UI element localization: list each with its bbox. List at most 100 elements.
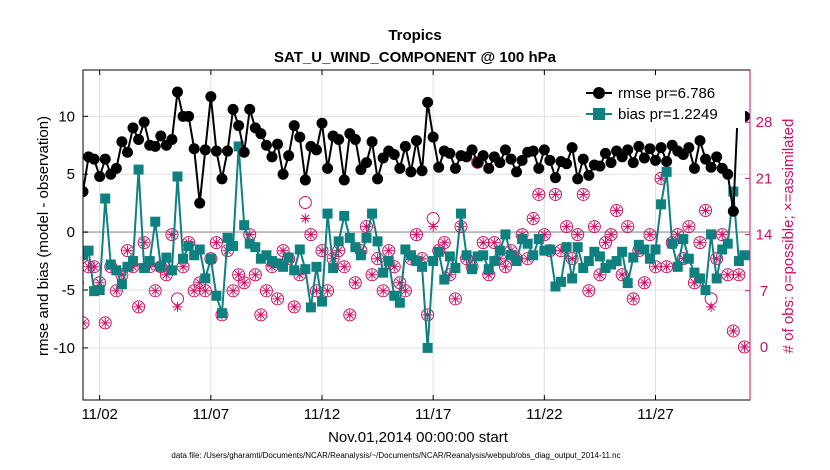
bias-point <box>505 250 516 261</box>
obs-assimilated-marker <box>133 301 144 312</box>
obs-assimilated-stroke <box>83 319 87 324</box>
obs-assimilated-stroke <box>696 238 704 247</box>
bias-point <box>428 256 439 267</box>
obs-assimilated-marker <box>428 221 439 232</box>
x-tick-label: 11/02 <box>81 406 117 423</box>
rmse-point <box>116 136 128 148</box>
obs-assimilated-stroke <box>662 262 671 271</box>
obs-possible-marker <box>304 228 318 242</box>
obs-possible-marker <box>721 268 735 282</box>
rmse-point <box>416 165 428 177</box>
bias-point <box>711 273 722 284</box>
obs-assimilated-marker <box>305 229 316 240</box>
obs-assimilated-marker <box>322 285 333 296</box>
obs-possible-marker <box>576 187 590 201</box>
bias-point <box>461 250 472 261</box>
rmse-point <box>505 153 517 165</box>
bias-point <box>266 256 277 267</box>
bias-point <box>133 164 144 175</box>
y2-tick-label: 21 <box>756 170 773 187</box>
obs-assimilated-stroke <box>429 222 438 231</box>
bias-point <box>617 246 628 257</box>
bias-point <box>239 220 250 231</box>
obs-possible-marker <box>148 284 162 298</box>
obs-assimilated-stroke <box>529 214 538 223</box>
bias-point <box>444 251 455 262</box>
obs-assimilated-stroke <box>685 222 693 231</box>
obs-possible-marker <box>421 308 435 322</box>
rmse-point <box>399 140 411 152</box>
rmse-point <box>405 166 417 178</box>
obs-possible-marker <box>732 268 746 282</box>
obs-assimilated-marker <box>683 221 694 232</box>
rmse-point <box>594 160 606 172</box>
bias-point <box>155 261 166 272</box>
rmse-point <box>483 162 495 174</box>
obs-assimilated-stroke <box>723 270 732 279</box>
obs-assimilated-marker <box>722 269 733 280</box>
bias-point <box>467 264 478 275</box>
rmse-point <box>644 143 656 155</box>
bias-point <box>628 252 639 263</box>
rmse-point <box>360 157 372 169</box>
obs-assimilated-marker <box>533 189 544 200</box>
obs-possible-marker <box>699 204 713 218</box>
obs-possible-marker <box>532 187 546 201</box>
obs-assimilated-marker <box>383 245 394 256</box>
rmse-point <box>499 144 511 156</box>
obs-possible-marker <box>209 236 223 250</box>
obs-assimilated-marker <box>589 221 600 232</box>
bias-point <box>500 229 511 240</box>
rmse-point <box>366 136 378 148</box>
obs-assimilated-stroke <box>234 270 243 279</box>
rmse-point <box>294 131 306 143</box>
bias-point <box>350 242 361 253</box>
bias-point <box>678 234 689 245</box>
rmse-point <box>83 186 89 198</box>
bias-point <box>205 253 216 264</box>
x-tick-label: 11/22 <box>526 406 562 423</box>
rmse-point <box>622 144 634 156</box>
obs-possible-marker <box>587 220 601 234</box>
rmse-point <box>572 173 584 185</box>
bias-point <box>417 261 428 272</box>
obs-assimilated-stroke <box>318 246 326 255</box>
rmse-point <box>527 145 539 157</box>
obs-assimilated-marker <box>628 293 639 304</box>
obs-possible-marker <box>571 228 585 242</box>
obs-assimilated-marker <box>250 269 261 280</box>
rmse-point <box>349 133 361 145</box>
bias-point <box>450 263 461 273</box>
rmse-point <box>577 153 589 165</box>
bias-point <box>733 256 744 267</box>
obs-possible-marker <box>710 252 724 266</box>
bias-point <box>483 264 494 275</box>
obs-assimilated-stroke <box>629 294 638 303</box>
obs-assimilated-stroke <box>151 286 160 295</box>
obs-possible-marker <box>248 268 262 282</box>
bias-point <box>589 246 600 257</box>
obs-assimilated-stroke <box>279 246 287 255</box>
y-tick-label: -5 <box>62 282 75 299</box>
rmse-point <box>433 161 445 173</box>
obs-possible-marker <box>410 228 423 242</box>
rmse-point <box>227 103 239 115</box>
obs-assimilated-marker <box>650 261 661 272</box>
bias-point <box>394 297 405 308</box>
rmse-point <box>121 146 133 158</box>
bias-point <box>700 285 711 295</box>
rmse-point <box>605 157 617 169</box>
obs-possible-marker <box>109 284 123 298</box>
bias-point <box>344 232 355 243</box>
obs-assimilated-stroke <box>646 230 654 239</box>
obs-possible-marker <box>376 284 390 298</box>
obs-assimilated-stroke <box>601 238 610 247</box>
axis-layer: 11/02 11/07 11/12 11/17 11/22 11/27 -10 -5 0 5 10 0… <box>53 70 772 423</box>
bias-point <box>594 251 605 262</box>
obs-assimilated-marker <box>255 309 266 320</box>
obs-assimilated-marker <box>300 213 311 224</box>
obs-possible-marker <box>287 300 301 314</box>
obs-assimilated-marker <box>367 269 378 280</box>
obs-assimilated-stroke <box>640 278 649 287</box>
y-tick-label: 0 <box>67 224 75 241</box>
